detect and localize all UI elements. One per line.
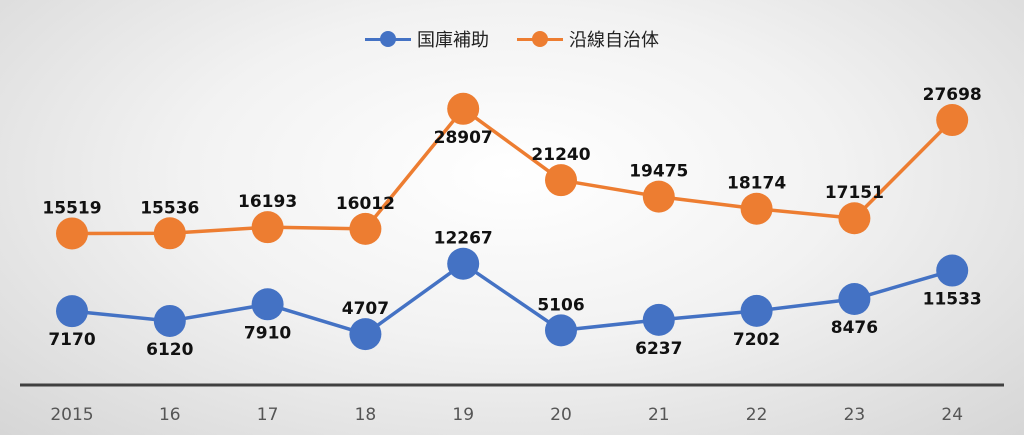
data-label: 7170	[48, 330, 95, 350]
data-label: 16193	[238, 192, 297, 212]
data-point	[56, 217, 88, 250]
legend-swatch-national-subsidy	[365, 31, 411, 47]
data-point	[642, 303, 675, 336]
data-label: 17151	[825, 183, 884, 203]
x-tick-label: 17	[257, 405, 279, 425]
data-label: 21240	[531, 145, 590, 165]
data-point	[936, 254, 969, 287]
data-label: 27698	[923, 85, 982, 105]
legend-item-national-subsidy: 国庫補助	[365, 26, 489, 52]
data-label: 15536	[140, 198, 199, 218]
data-point	[56, 295, 88, 328]
data-label: 5106	[537, 295, 584, 315]
data-point	[642, 180, 675, 213]
x-tick-label: 18	[355, 405, 377, 425]
legend-label-national-subsidy: 国庫補助	[417, 30, 489, 51]
data-point	[838, 202, 871, 235]
data-point	[153, 304, 186, 337]
data-label: 16012	[336, 194, 395, 214]
data-point	[838, 283, 871, 316]
data-label: 11533	[923, 290, 982, 310]
legend-item-local-governments: 沿線自治体	[517, 26, 659, 52]
data-label: 7202	[733, 330, 780, 350]
data-label: 12267	[434, 229, 493, 249]
data-point	[251, 211, 284, 244]
data-point	[545, 314, 577, 347]
data-point	[251, 288, 284, 321]
data-point	[447, 247, 480, 280]
data-point	[545, 164, 577, 197]
data-point	[740, 192, 773, 225]
x-tick-label: 21	[648, 405, 670, 425]
data-point	[447, 92, 480, 125]
data-label: 4707	[342, 299, 389, 319]
data-point	[349, 212, 382, 245]
x-tick-label: 2015	[50, 405, 93, 425]
data-label: 8476	[831, 318, 878, 338]
data-label: 7910	[244, 323, 291, 343]
data-point	[740, 294, 773, 327]
x-tick-label: 16	[159, 405, 181, 425]
data-point	[349, 318, 382, 351]
series-line-0	[71, 261, 953, 336]
data-label: 19475	[629, 162, 688, 182]
legend-label-local-governments: 沿線自治体	[569, 30, 659, 51]
legend-swatch-local-governments	[517, 31, 563, 47]
data-label: 18174	[727, 174, 786, 194]
legend: 国庫補助 沿線自治体	[0, 26, 1024, 52]
series-line-1	[71, 107, 954, 236]
data-label: 28907	[434, 128, 493, 148]
x-tick-label: 22	[746, 405, 768, 425]
data-label: 6120	[146, 340, 193, 360]
data-point	[153, 217, 186, 250]
data-label: 6237	[635, 339, 682, 359]
data-point	[936, 104, 969, 137]
x-tick-label: 23	[844, 405, 866, 425]
x-tick-label: 19	[452, 405, 474, 425]
x-tick-label: 24	[941, 405, 963, 425]
x-tick-label: 20	[550, 405, 572, 425]
data-label: 15519	[42, 198, 101, 218]
